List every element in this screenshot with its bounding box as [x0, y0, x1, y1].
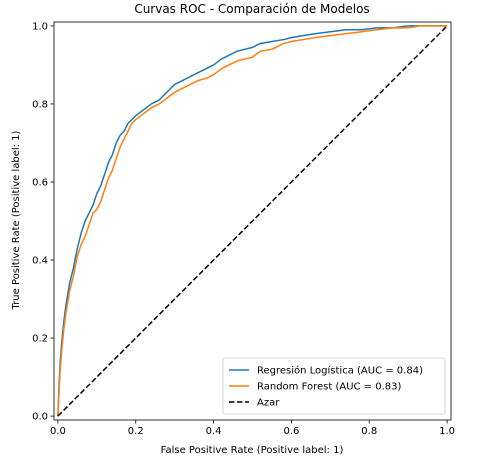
y-tick-label: 0.0: [32, 412, 48, 423]
plot-frame: [53, 21, 452, 421]
y-tick-label: 0.4: [32, 256, 48, 267]
legend-label-0: Regresión Logística (AUC = 0.84): [257, 365, 423, 377]
plot-area: [57, 25, 448, 417]
x-tick-label: 1.0: [439, 426, 455, 437]
y-tick-label: 1.0: [32, 21, 48, 32]
series-line-0: [57, 25, 448, 417]
legend-label-1: Random Forest (AUC = 0.83): [257, 382, 401, 393]
x-axis: 0.0 0.2 0.4 0.6 0.8 1.0: [50, 420, 455, 437]
x-tick-label: 0.4: [206, 426, 222, 437]
y-tick-label: 0.2: [32, 334, 48, 345]
y-tick-label: 0.6: [32, 177, 48, 188]
x-tick-label: 0.6: [283, 426, 299, 437]
series-line-1: [57, 25, 448, 417]
series-line-2: [57, 25, 448, 417]
chart-title: Curvas ROC - Comparación de Modelos: [134, 2, 369, 16]
y-axis-label: True Positive Rate (Positive label: 1): [11, 130, 22, 310]
x-axis-label: False Positive Rate (Positive label: 1): [161, 445, 344, 456]
x-tick-label: 0.8: [361, 426, 377, 437]
legend-label-2: Azar: [257, 398, 280, 409]
y-tick-label: 0.8: [32, 99, 48, 110]
legend: Regresión Logística (AUC = 0.84) Random F…: [222, 357, 446, 415]
x-tick-label: 0.2: [128, 426, 144, 437]
y-axis: 0.0 0.2 0.4 0.6 0.8 1.0: [32, 21, 54, 423]
x-tick-label: 0.0: [50, 426, 66, 437]
legend-box: [222, 357, 446, 415]
